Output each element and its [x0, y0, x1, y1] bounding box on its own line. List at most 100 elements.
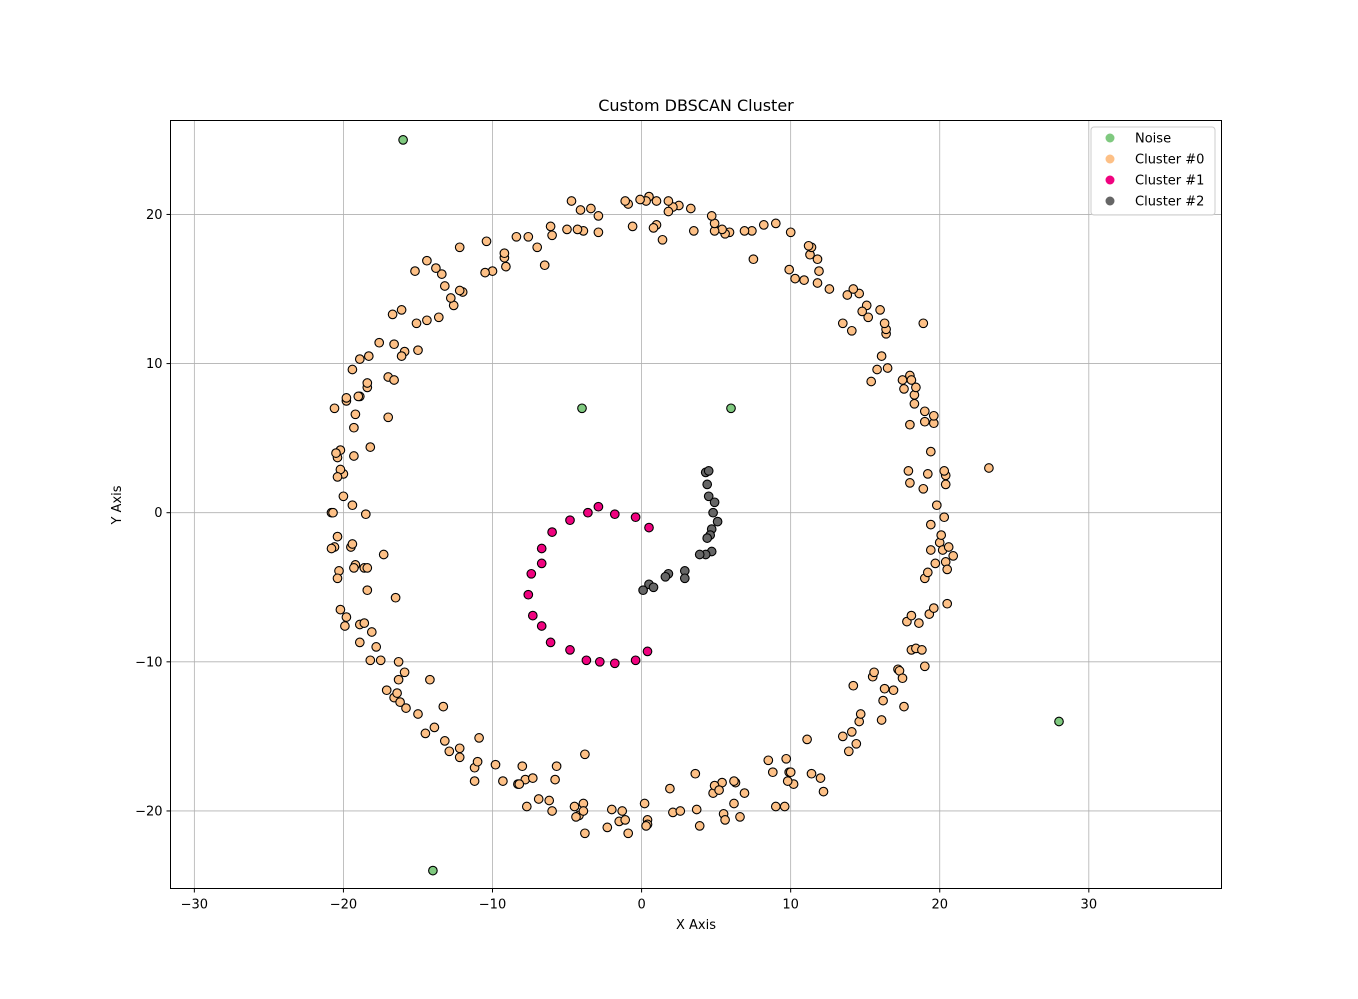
point-noise: [398, 135, 408, 145]
point-cluster-0: [739, 226, 750, 236]
point-cluster-0: [767, 767, 778, 778]
grid: [170, 120, 1222, 889]
point-cluster-2: [709, 497, 720, 508]
point-cluster-0: [413, 709, 423, 719]
point-cluster-2: [702, 533, 713, 543]
point-cluster-0: [332, 531, 343, 542]
point-noise: [577, 403, 587, 414]
point-cluster-0: [851, 738, 862, 749]
point-cluster-0: [876, 715, 887, 725]
point-cluster-0: [499, 248, 510, 259]
point-cluster-0: [593, 227, 604, 238]
point-cluster-0: [875, 305, 885, 315]
point-cluster-0: [429, 722, 440, 733]
point-cluster-0: [469, 776, 480, 786]
point-cluster-0: [349, 422, 359, 433]
point-cluster-0: [688, 226, 699, 236]
point-cluster-0: [501, 261, 511, 272]
point-cluster-1: [642, 646, 653, 657]
point-cluster-0: [812, 254, 823, 265]
point-cluster-0: [897, 673, 908, 684]
point-cluster-0: [748, 254, 759, 265]
point-cluster-0: [331, 448, 341, 458]
point-cluster-0: [354, 637, 365, 648]
point-cluster-0: [347, 364, 358, 375]
legend: Noise Cluster #0 Cluster #1 Cluster #2: [1090, 126, 1216, 216]
point-cluster-0: [571, 812, 581, 822]
point-cluster-0: [790, 273, 800, 284]
point-cluster-0: [340, 621, 350, 631]
point-noise: [1054, 716, 1064, 727]
point-cluster-0: [782, 776, 793, 786]
point-cluster-0: [393, 674, 404, 685]
point-noise: [428, 865, 438, 876]
point-cluster-1: [527, 610, 538, 621]
point-cluster-0: [620, 196, 631, 206]
point-cluster-0: [514, 779, 525, 789]
point-cluster-1: [581, 655, 592, 666]
point-cluster-0: [395, 697, 405, 707]
point-cluster-0: [635, 194, 645, 205]
point-cluster-2: [679, 573, 690, 584]
point-cluster-0: [781, 753, 792, 764]
y-tick-label: 20: [146, 208, 163, 223]
point-cluster-0: [374, 337, 385, 348]
point-cluster-0: [663, 206, 674, 217]
point-cluster-1: [583, 507, 593, 518]
point-cluster-0: [806, 768, 817, 779]
point-cluster-0: [425, 674, 435, 685]
point-cluster-0: [362, 563, 373, 573]
point-cluster-0: [329, 403, 340, 414]
point-cluster-0: [846, 325, 857, 336]
point-cluster-0: [984, 463, 994, 473]
point-cluster-0: [332, 472, 343, 482]
point-cluster-0: [474, 733, 484, 743]
x-tick-label: 30: [1081, 898, 1098, 913]
point-cluster-0: [332, 573, 343, 584]
point-cluster-0: [665, 783, 675, 794]
point-cluster-0: [939, 466, 950, 476]
point-cluster-0: [919, 416, 930, 427]
point-cluster-0: [714, 785, 724, 795]
point-cluster-1: [526, 568, 537, 579]
point-cluster-0: [729, 776, 739, 786]
y-tick-label: −10: [135, 655, 162, 670]
point-cluster-0: [863, 312, 874, 323]
point-cluster-0: [580, 828, 590, 839]
point-cluster-0: [580, 749, 590, 760]
point-cluster-0: [784, 264, 795, 275]
point-cluster-1: [536, 543, 547, 554]
point-cluster-1: [609, 509, 620, 520]
point-cluster-0: [422, 315, 432, 326]
point-cluster-0: [383, 412, 394, 423]
point-cluster-0: [413, 345, 423, 356]
point-cluster-0: [770, 218, 781, 229]
point-cluster-0: [735, 812, 745, 822]
point-cluster-0: [837, 731, 848, 742]
y-axis-label: Y Axis: [110, 485, 125, 525]
point-cluster-0: [363, 351, 374, 361]
point-cluster-0: [349, 563, 359, 573]
point-cluster-0: [378, 549, 389, 560]
plot-frame: [170, 120, 1222, 889]
point-cluster-0: [888, 685, 899, 696]
point-noise: [726, 403, 736, 414]
point-cluster-0: [909, 398, 920, 409]
point-cluster-0: [857, 306, 868, 317]
point-cluster-0: [818, 786, 829, 797]
point-cluster-0: [648, 223, 659, 233]
y-tick-label: −20: [135, 804, 162, 819]
point-cluster-0: [532, 242, 543, 253]
point-cluster-0: [802, 734, 812, 745]
point-cluster-1: [545, 637, 556, 648]
point-cluster-0: [925, 446, 936, 457]
point-cluster-0: [375, 655, 386, 666]
point-cluster-0: [899, 701, 909, 712]
point-cluster-0: [328, 507, 338, 518]
legend-marker-noise: [1105, 133, 1115, 143]
point-cluster-0: [942, 598, 953, 609]
point-cluster-0: [843, 746, 854, 757]
point-cluster-0: [399, 667, 410, 678]
point-cluster-0: [617, 806, 628, 816]
